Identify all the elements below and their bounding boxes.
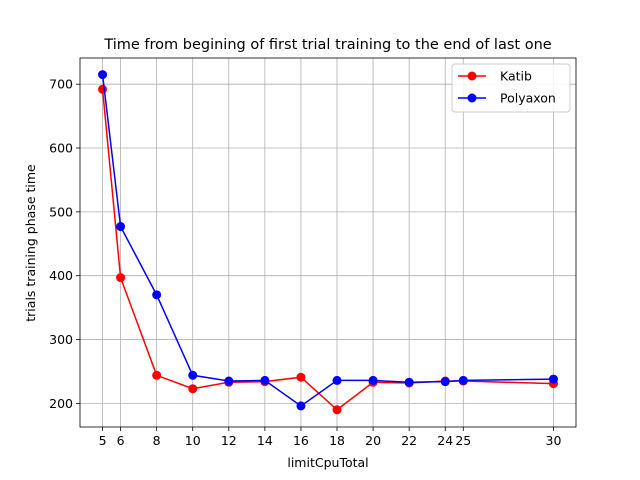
x-tick-label: 10 bbox=[185, 433, 201, 448]
y-axis: 200 300 400 500 600 700 bbox=[49, 77, 80, 411]
polyaxon-point bbox=[152, 290, 162, 300]
x-tick-label: 6 bbox=[117, 433, 125, 448]
x-tick-label: 12 bbox=[221, 433, 237, 448]
polyaxon-point bbox=[98, 70, 108, 80]
polyaxon-point bbox=[260, 375, 270, 385]
plot-frame bbox=[79, 57, 577, 428]
polyaxon-point bbox=[368, 375, 378, 385]
legend-katib-label: Katib bbox=[500, 69, 532, 84]
y-axis-label: trials training phase time bbox=[23, 164, 38, 322]
legend-polyaxon-marker bbox=[467, 93, 477, 103]
y-tick-label: 300 bbox=[49, 332, 73, 347]
x-tick-label: 16 bbox=[293, 433, 309, 448]
x-tick-label: 25 bbox=[455, 433, 471, 448]
x-tick-label: 22 bbox=[401, 433, 417, 448]
polyaxon-point bbox=[296, 401, 306, 411]
x-tick-label: 14 bbox=[257, 433, 273, 448]
series-layer bbox=[98, 70, 558, 415]
legend-katib-marker bbox=[467, 71, 477, 81]
polyaxon-point bbox=[224, 376, 234, 386]
x-tick-label: 18 bbox=[329, 433, 345, 448]
polyaxon-point bbox=[440, 377, 450, 387]
katib-point bbox=[116, 273, 126, 283]
polyaxon-point bbox=[188, 370, 198, 380]
x-axis-label: limitCpuTotal bbox=[287, 455, 368, 470]
polyaxon-point bbox=[458, 375, 468, 385]
x-tick-label: 30 bbox=[546, 433, 562, 448]
katib-point bbox=[152, 370, 162, 380]
y-tick-label: 700 bbox=[49, 77, 73, 92]
katib-point bbox=[296, 372, 306, 382]
katib-point bbox=[98, 84, 108, 94]
y-tick-label: 500 bbox=[49, 204, 73, 219]
polyaxon-point bbox=[332, 375, 342, 385]
y-tick-label: 200 bbox=[49, 396, 73, 411]
polyaxon-point bbox=[116, 222, 126, 232]
polyaxon-point bbox=[404, 377, 414, 387]
x-axis: 5 6 8 10 12 14 16 18 20 22 24 25 30 bbox=[99, 427, 562, 448]
x-tick-label: 24 bbox=[437, 433, 453, 448]
series-polyaxon bbox=[98, 70, 558, 411]
polyaxon-point bbox=[548, 374, 558, 384]
chart-title: Time from begining of first trial traini… bbox=[103, 37, 551, 53]
legend-polyaxon-label: Polyaxon bbox=[500, 91, 556, 106]
katib-point bbox=[332, 405, 342, 415]
x-tick-label: 8 bbox=[153, 433, 161, 448]
katib-point bbox=[188, 384, 198, 394]
x-tick-label: 5 bbox=[99, 433, 107, 448]
legend: Katib Polyaxon bbox=[451, 63, 571, 113]
y-tick-label: 400 bbox=[49, 268, 73, 283]
y-tick-label: 600 bbox=[49, 141, 73, 156]
x-tick-label: 20 bbox=[365, 433, 381, 448]
